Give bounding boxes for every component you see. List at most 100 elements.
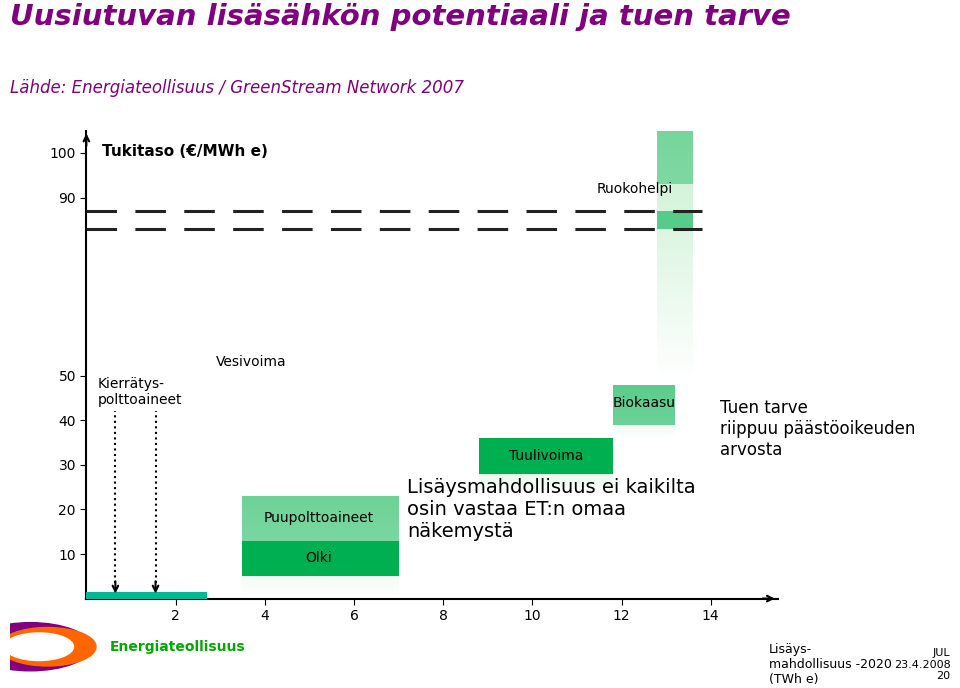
Bar	[612, 394, 675, 396]
Bar	[658, 204, 693, 207]
Circle shape	[0, 627, 96, 666]
Bar	[243, 541, 398, 577]
Bar	[479, 463, 612, 464]
Bar	[658, 131, 693, 133]
Bar	[658, 362, 693, 365]
Bar	[658, 233, 693, 235]
Bar	[612, 409, 675, 410]
Text: Kierrätys-
polttoaineet: Kierrätys- polttoaineet	[98, 377, 182, 407]
Bar	[658, 209, 693, 212]
Bar	[658, 281, 693, 283]
Bar	[658, 324, 693, 326]
Bar	[479, 486, 612, 487]
Bar	[479, 481, 612, 482]
Bar	[658, 141, 693, 143]
Bar	[243, 499, 398, 500]
Bar	[658, 219, 693, 222]
Bar	[243, 550, 398, 551]
Bar	[658, 250, 693, 252]
Bar	[658, 192, 693, 194]
Bar	[612, 416, 675, 417]
Bar	[612, 425, 675, 427]
Bar	[243, 581, 398, 582]
Bar	[658, 255, 693, 258]
Bar	[243, 538, 398, 539]
Bar	[658, 349, 693, 352]
Bar	[658, 296, 693, 299]
Bar	[479, 445, 612, 446]
Bar	[243, 587, 398, 588]
Bar	[658, 286, 693, 288]
Bar	[243, 544, 398, 545]
Bar	[658, 380, 693, 382]
Bar	[658, 258, 693, 260]
Bar	[658, 367, 693, 369]
Bar	[612, 431, 675, 432]
Bar	[243, 530, 398, 532]
Bar	[658, 301, 693, 303]
Bar	[658, 207, 693, 209]
Bar	[612, 386, 675, 387]
Bar	[658, 174, 693, 176]
Bar	[658, 311, 693, 314]
Bar	[658, 352, 693, 354]
Bar	[612, 419, 675, 420]
Bar	[658, 374, 693, 377]
Bar	[612, 436, 675, 437]
Bar	[612, 388, 675, 389]
Bar	[658, 133, 693, 136]
Bar	[658, 171, 693, 174]
Bar	[658, 176, 693, 179]
Bar	[612, 396, 675, 398]
Bar	[243, 568, 398, 569]
Bar	[479, 495, 612, 496]
Text: Vesivoima: Vesivoima	[216, 356, 286, 369]
Bar	[243, 523, 398, 524]
Bar	[658, 288, 693, 291]
Bar	[612, 432, 675, 433]
Bar	[658, 293, 693, 296]
Bar	[658, 270, 693, 273]
Bar	[658, 227, 693, 230]
Bar	[243, 537, 398, 538]
Bar	[658, 341, 693, 344]
Bar	[479, 484, 612, 486]
Bar	[479, 482, 612, 484]
Bar	[612, 423, 675, 424]
Bar	[243, 528, 398, 529]
Bar	[479, 438, 612, 474]
Bar	[243, 510, 398, 511]
Bar	[658, 197, 693, 200]
Circle shape	[0, 623, 91, 671]
Bar	[658, 151, 693, 153]
Bar	[479, 458, 612, 460]
Bar	[658, 194, 693, 197]
Bar	[658, 131, 693, 184]
Bar	[658, 382, 693, 385]
Bar	[658, 200, 693, 202]
Bar	[479, 491, 612, 492]
Bar	[479, 457, 612, 458]
Bar	[243, 583, 398, 585]
Bar	[479, 450, 612, 451]
Bar	[612, 417, 675, 418]
Bar	[243, 560, 398, 561]
Text: Puupolttoaineet: Puupolttoaineet	[263, 511, 373, 526]
Bar	[658, 319, 693, 321]
Bar	[658, 143, 693, 146]
Bar	[658, 182, 693, 184]
Bar	[612, 413, 675, 415]
Bar	[243, 518, 398, 519]
Bar	[658, 344, 693, 347]
Bar	[658, 184, 693, 186]
Bar	[243, 585, 398, 587]
Bar	[243, 524, 398, 526]
Bar	[658, 369, 693, 372]
Bar	[243, 496, 398, 497]
Bar	[479, 451, 612, 452]
Bar	[479, 488, 612, 489]
Bar	[243, 577, 398, 578]
Bar	[658, 365, 693, 367]
Bar	[243, 563, 398, 564]
Text: Tukitaso (€/MWh e): Tukitaso (€/MWh e)	[102, 144, 268, 159]
